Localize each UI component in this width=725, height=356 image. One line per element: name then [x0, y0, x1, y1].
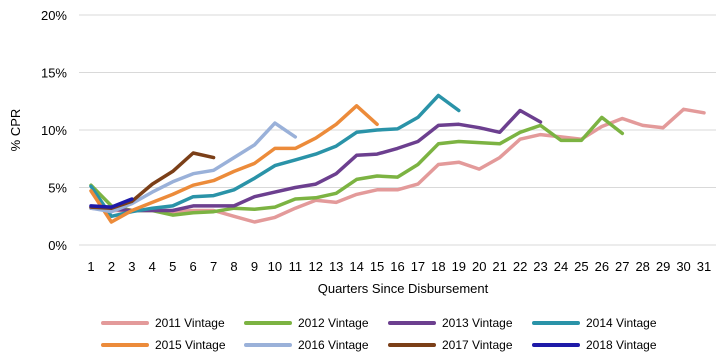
x-tick-label: 3: [128, 259, 135, 274]
series-line-2017-vintage: [89, 151, 216, 210]
legend-label: 2012 Vintage: [298, 316, 369, 330]
x-tick-label: 16: [390, 259, 404, 274]
x-tick-label: 23: [533, 259, 547, 274]
x-tick-label: 10: [268, 259, 282, 274]
legend-label: 2013 Vintage: [442, 316, 513, 330]
x-tick-label: 14: [349, 259, 363, 274]
x-tick-label: 22: [513, 259, 527, 274]
legend-item: 2017 Vintage: [388, 338, 513, 352]
y-tick-label: 15%: [41, 66, 67, 81]
series-line-2015-vintage: [89, 104, 379, 224]
series-line-2014-vintage: [89, 93, 461, 219]
y-axis-title: % CPR: [8, 109, 23, 152]
legend-item: 2011 Vintage: [101, 316, 225, 330]
y-tick-label: 5%: [48, 181, 67, 196]
x-tick-label: 11: [289, 259, 303, 274]
x-tick-label: 29: [656, 259, 670, 274]
legend-item: 2012 Vintage: [244, 316, 369, 330]
x-tick-label: 31: [697, 259, 711, 274]
x-tick-label: 25: [574, 259, 588, 274]
legend-item: 2014 Vintage: [532, 316, 657, 330]
x-tick-label: 17: [411, 259, 425, 274]
x-tick-label: 18: [431, 259, 445, 274]
x-tick-label: 6: [190, 259, 197, 274]
legend: 2011 Vintage 2012 Vintage 2013 Vintage 2014…: [101, 316, 657, 352]
series-line-2013-vintage: [89, 108, 543, 213]
x-tick-label: 30: [676, 259, 690, 274]
legend-item: 2018 Vintage: [532, 338, 657, 352]
legend-label: 2016 Vintage: [298, 338, 369, 352]
series-line-2012-vintage: [89, 115, 625, 217]
x-tick-label: 20: [472, 259, 486, 274]
x-axis-title: Quarters Since Disbursement: [318, 281, 489, 296]
x-tick-label: 7: [210, 259, 217, 274]
series-line-2016-vintage: [89, 121, 298, 214]
x-tick-label: 27: [615, 259, 629, 274]
legend-item: 2016 Vintage: [244, 338, 369, 352]
legend-label: 2017 Vintage: [442, 338, 513, 352]
series-lines: [89, 93, 706, 224]
x-tick-label: 28: [635, 259, 649, 274]
legend-item: 2013 Vintage: [388, 316, 513, 330]
x-tick-label: 24: [554, 259, 568, 274]
x-tick-label: 4: [149, 259, 156, 274]
legend-label: 2014 Vintage: [586, 316, 657, 330]
y-axis-ticks: 0% 5% 10% 15% 20%: [41, 8, 67, 253]
x-tick-label: 21: [492, 259, 506, 274]
x-tick-label: 12: [309, 259, 323, 274]
series-line-2018-vintage: [89, 197, 134, 209]
x-tick-label: 9: [251, 259, 258, 274]
x-tick-label: 8: [230, 259, 237, 274]
x-axis-ticks: 1 2 3 4 5 6 7 8 9 10 11 12 13 14 15 16 17 18 19 20 21 22 23 24 2…: [87, 259, 711, 274]
y-tick-label: 20%: [41, 8, 67, 23]
x-tick-label: 26: [595, 259, 609, 274]
y-tick-label: 0%: [48, 238, 67, 253]
y-tick-label: 10%: [41, 123, 67, 138]
legend-label: 2015 Vintage: [155, 338, 226, 352]
legend-item: 2015 Vintage: [101, 338, 226, 352]
x-tick-label: 2: [108, 259, 115, 274]
x-tick-label: 15: [370, 259, 384, 274]
x-tick-label: 13: [329, 259, 343, 274]
series-line-2011-vintage: [89, 107, 706, 224]
legend-label: 2018 Vintage: [586, 338, 657, 352]
x-tick-label: 19: [452, 259, 466, 274]
x-tick-label: 1: [87, 259, 94, 274]
x-tick-label: 5: [169, 259, 176, 274]
legend-label: 2011 Vintage: [155, 316, 225, 330]
